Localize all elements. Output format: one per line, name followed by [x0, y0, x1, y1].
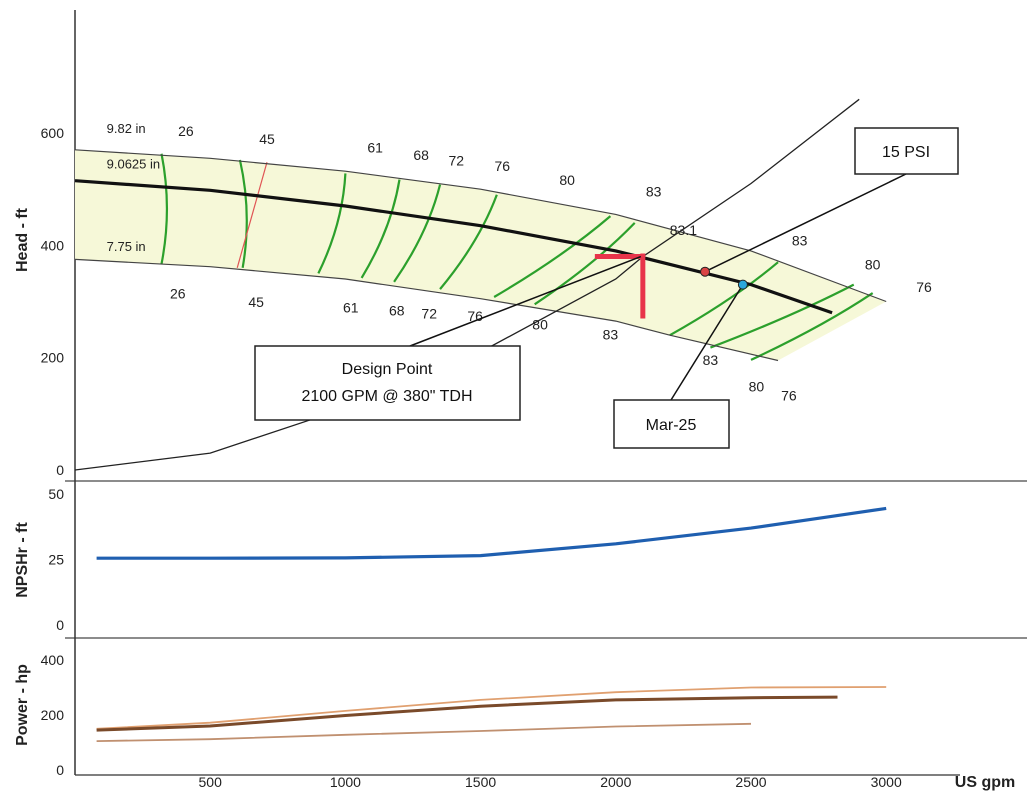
efficiency-line — [710, 283, 855, 349]
operating-region — [75, 149, 887, 361]
x-axis-unit: US gpm — [955, 774, 1015, 791]
x-tick-label: 2000 — [600, 774, 631, 790]
efficiency-label: 80 — [559, 172, 575, 188]
impeller-label: 9.0625 in — [107, 156, 161, 171]
impeller-curve-7-75 — [74, 258, 779, 362]
efficiency-label: 83 — [792, 232, 808, 248]
x-axis-ticks: 500 1000 1500 2000 2500 3000 — [75, 774, 960, 790]
x-tick-label: 3000 — [871, 774, 902, 790]
head-panel: 0 200 400 600 9.82 in 9.0625 in 7.75 in 26 45 61 6… — [41, 10, 932, 481]
design-point-leader — [409, 255, 642, 347]
efficiency-line — [393, 184, 442, 283]
mar-label: Mar-25 — [646, 417, 697, 434]
efficiency-label: 76 — [494, 158, 510, 174]
x-tick-label: 500 — [199, 774, 223, 790]
mar-leader — [670, 284, 744, 401]
psi-label: 15 PSI — [882, 144, 930, 161]
impeller-curve-9-0625 — [74, 179, 833, 315]
npsh-curve — [96, 506, 887, 560]
design-point-callout: Design Point 2100 GPM @ 380" TDH — [254, 345, 521, 421]
npsh-axis-title: NPSHr - ft — [14, 522, 31, 598]
x-tick-label: 2500 — [735, 774, 766, 790]
efficiency-label: 83.1 — [670, 222, 697, 238]
psi-point — [700, 266, 711, 277]
efficiency-label: 76 — [916, 279, 932, 295]
efficiency-label: 72 — [421, 305, 437, 321]
head-y-tick-label: 200 — [41, 350, 65, 366]
efficiency-line — [160, 153, 168, 265]
efficiency-label: 80 — [865, 256, 881, 272]
efficiency-label: 83 — [646, 183, 662, 199]
efficiency-label: 80 — [532, 317, 548, 333]
npsh-y-tick-label: 0 — [56, 617, 64, 633]
efficiency-line — [493, 215, 612, 298]
efficiency-label: 76 — [781, 387, 797, 403]
efficiency-label: 68 — [389, 303, 405, 319]
efficiency-label: 68 — [413, 147, 429, 163]
impeller-label: 7.75 in — [107, 239, 146, 254]
efficiency-label: 72 — [448, 153, 464, 169]
power-y-tick-label: 0 — [56, 762, 64, 778]
impeller-label: 9.82 in — [107, 121, 146, 136]
power-y-tick-label: 400 — [41, 652, 65, 668]
efficiency-label: 45 — [248, 294, 264, 310]
efficiency-label: 45 — [259, 131, 275, 147]
power-axis-title: Power - hp — [14, 664, 31, 746]
efficiency-label: 61 — [367, 140, 383, 156]
x-tick-label: 1000 — [330, 774, 361, 790]
efficiency-line — [439, 194, 498, 290]
power-curve — [96, 695, 838, 732]
efficiency-label: 26 — [170, 286, 186, 302]
head-y-tick-label: 0 — [56, 462, 64, 478]
red-marker-line — [236, 162, 268, 268]
power-curve — [96, 686, 887, 730]
efficiency-line — [360, 179, 401, 279]
mar-callout: Mar-25 — [613, 399, 730, 449]
design-point-subtitle: 2100 GPM @ 380" TDH — [301, 388, 472, 405]
psi-box — [854, 127, 959, 175]
impeller-curve-9-82 — [74, 149, 887, 303]
efficiency-label: 80 — [749, 378, 765, 394]
efficiency-label: 61 — [343, 300, 359, 316]
efficiency-label: 26 — [178, 123, 194, 139]
efficiency-label: 83 — [603, 327, 619, 343]
head-axis-title: Head - ft — [14, 207, 31, 272]
mar-box — [613, 399, 730, 449]
power-y-tick-label: 200 — [41, 707, 65, 723]
npsh-y-tick-label: 25 — [48, 552, 64, 568]
efficiency-line — [238, 159, 248, 268]
npsh-y-tick-label: 50 — [48, 486, 64, 502]
npsh-panel: 0 25 50 — [48, 481, 887, 638]
head-y-tick-label: 600 — [41, 125, 65, 141]
mar-point — [737, 279, 748, 290]
system-curve — [74, 98, 860, 471]
psi-callout: 15 PSI — [854, 127, 959, 175]
head-y-tick-label: 400 — [41, 237, 65, 253]
x-tick-label: 1500 — [465, 774, 496, 790]
efficiency-line — [750, 292, 874, 361]
psi-leader — [704, 173, 907, 273]
design-point-title: Design Point — [342, 361, 433, 378]
efficiency-line — [669, 261, 779, 337]
efficiency-label: 83 — [703, 352, 719, 368]
design-point-box — [254, 345, 521, 421]
power-panel: 0 200 400 — [41, 638, 887, 778]
efficiency-line — [317, 173, 347, 274]
efficiency-line — [534, 222, 636, 306]
efficiency-label: 76 — [467, 308, 483, 324]
power-curve — [96, 722, 752, 742]
